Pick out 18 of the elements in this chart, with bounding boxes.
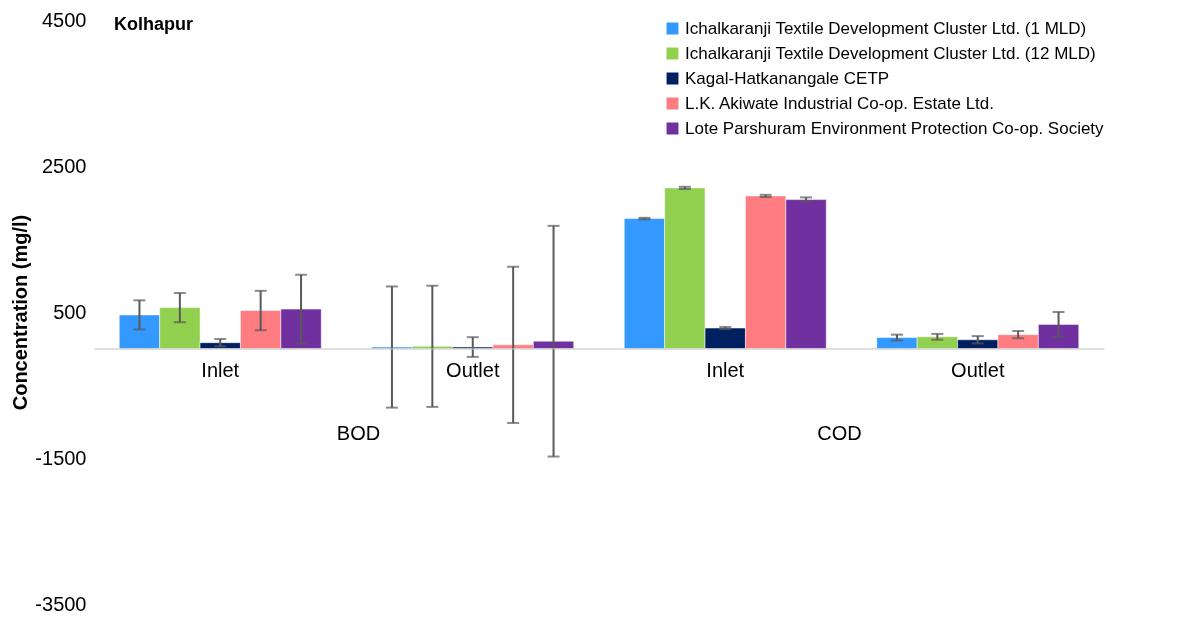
x-tick-label: Inlet [201, 359, 240, 381]
y-tick-label: 500 [53, 300, 87, 323]
y-tick-label: 2500 [42, 154, 87, 177]
x-tick-label: Inlet [706, 359, 745, 381]
y-tick-label: 4500 [42, 8, 87, 31]
legend-label: Ichalkaranji Textile Development Cluster Ltd. (12 MLD) [685, 43, 1096, 63]
legend-label: Lote Parshuram Environment Protection Co-op. Society [685, 118, 1105, 138]
y-axis-title: Concentration (mg/l) [9, 214, 32, 411]
legend-label: L.K. Akiwate Industrial Co-op. Estate Ltd. [685, 93, 994, 113]
legend-label: Ichalkaranji Textile Development Cluster Ltd. (1 MLD) [685, 18, 1087, 38]
annotation: BOD [336, 421, 381, 444]
chart-title: Kolhapur [114, 14, 193, 34]
x-tick-label: Outlet [951, 359, 1005, 381]
x-tick-label: Outlet [446, 359, 500, 381]
annotation: COD [817, 421, 862, 444]
y-tick-label: -3500 [35, 592, 87, 615]
legend-label: Kagal-Hatkanangale CETP [685, 68, 890, 88]
y-tick-label: -1500 [35, 446, 87, 469]
